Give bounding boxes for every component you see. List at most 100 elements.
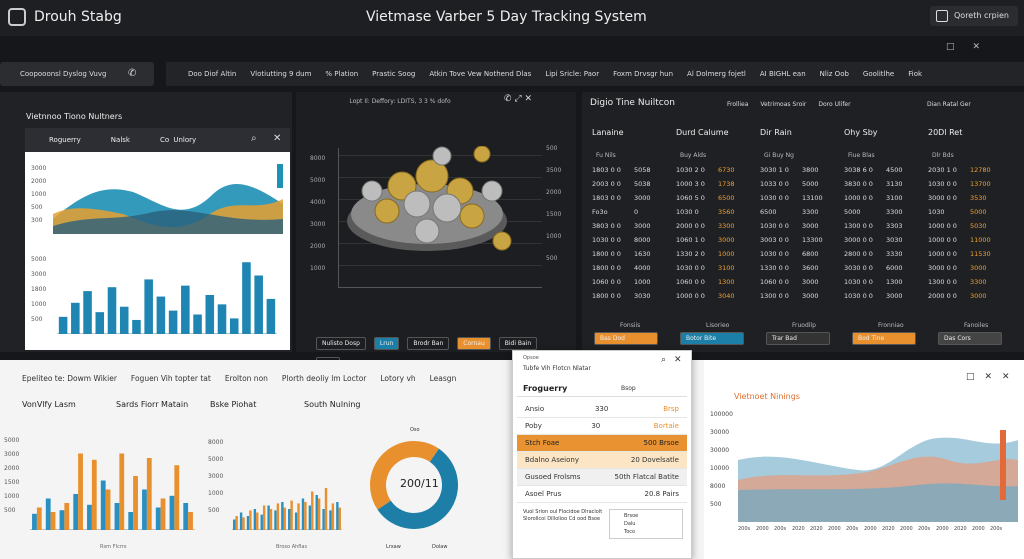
popup-row[interactable]: Stch Foae 500 Brsoe	[517, 435, 687, 452]
top-bar: Drouh Stabg Vietmase Varber 5 Day Tracki…	[0, 0, 1024, 36]
card-title: Bske Piohat	[210, 400, 257, 409]
popup-row[interactable]: Asoel Prus 20.8 Pairs	[517, 486, 687, 503]
bar-chart	[57, 262, 277, 334]
column-header: Lanaine	[592, 128, 624, 137]
window-controls[interactable]: □✕✕	[966, 372, 1020, 382]
legend-item: Lrxaw	[386, 544, 401, 550]
tab[interactable]: Fiok	[908, 70, 923, 78]
tab[interactable]: Foguen Vih topter tat	[130, 374, 211, 383]
bar	[78, 453, 83, 530]
y-tick-label: 2000	[4, 465, 20, 472]
close-icon[interactable]: ✕	[273, 133, 282, 144]
y-tick-label: 1800	[31, 286, 47, 293]
action-button[interactable]: Qoreth crpien	[930, 6, 1018, 26]
bar	[59, 510, 65, 530]
popup-row[interactable]: Poby 30 Bortale	[517, 418, 687, 435]
row-label: Gusoed Frolsms	[525, 473, 581, 481]
x-tick-label: 200s	[918, 526, 931, 532]
tabs: Doo Diof Altin Vlotiutting 9 dum % Plation…	[188, 70, 936, 78]
cell: 1030 0 0	[928, 180, 957, 188]
button[interactable]: Lrun	[373, 337, 400, 350]
table: 1803 0 0 5058 1030 2 0 6730 3030 1 0 3800 3038…	[592, 166, 1012, 300]
tab[interactable]: Plorth deoliy lm Loctor	[281, 374, 367, 383]
subheader: Fiue Blas	[848, 152, 875, 159]
bar	[269, 509, 273, 530]
cell: 3560	[718, 208, 735, 216]
cell: 1300 0 0	[760, 292, 789, 300]
bar	[338, 507, 341, 530]
button[interactable]: Bidi Bain	[498, 337, 538, 350]
area-x-axis: 200s 2000 200s 2020 2020 2000 200s 2000 2020 2000…	[738, 526, 1008, 532]
button[interactable]: Bod Tine	[852, 332, 916, 345]
left-axis: 8000 5000 4000 3000 2000 1000	[310, 148, 325, 280]
cell: 3000	[970, 264, 987, 272]
chart1	[30, 453, 195, 530]
bar	[36, 507, 42, 530]
cell: 1803 0 0	[592, 194, 621, 202]
popup-legend: Brsoe Dalu Toco	[609, 509, 683, 539]
bar	[301, 498, 305, 530]
tab[interactable]: AI BIGHL ean	[759, 70, 806, 78]
popup-controls[interactable]: ⌕✕	[661, 355, 690, 365]
tab[interactable]: Lipi Sricle: Paor	[545, 70, 600, 78]
tab[interactable]: Nliz Oob	[819, 70, 849, 78]
button[interactable]: Botor Bite	[680, 332, 744, 345]
cards: VonVlfy Lasm Sards Fiorr Matain Bske Pioha…	[22, 400, 398, 409]
bar	[146, 458, 152, 530]
button[interactable]: Cornau	[457, 337, 491, 350]
link[interactable]: Frolliea	[727, 101, 749, 108]
cell: 3830 0 0	[844, 180, 873, 188]
search-icon[interactable]: ⌕	[251, 133, 257, 144]
tab[interactable]: Epeliteo te: Dowm Wikier	[22, 374, 117, 383]
tab[interactable]: Leasgn	[429, 374, 457, 383]
window-controls[interactable]: □✕	[946, 42, 999, 52]
bar	[71, 302, 80, 334]
cell: 2000 0 0	[928, 292, 957, 300]
tab[interactable]: % Plation	[325, 70, 359, 78]
cell: 2003 0 0	[592, 180, 621, 188]
card-title: Sards Fiorr Matain	[116, 400, 189, 409]
link[interactable]: Vetrimoas Sroir	[760, 101, 807, 108]
x-tick-label: 2020	[810, 526, 823, 532]
tab[interactable]: Prastic Soog	[372, 70, 416, 78]
tab[interactable]: Atkin Tove Vew Nothend Dlas	[429, 70, 532, 78]
y-tick-label: 1500	[4, 479, 20, 486]
search-box[interactable]: Coopooonsl Dyslog Vuvg ✆	[0, 62, 154, 86]
button[interactable]: Trar Bad	[766, 332, 830, 345]
buttons: Nulisto Dosp Lrun Brodr Ban Cornau Bidi Bain…	[316, 330, 576, 370]
tab[interactable]: Erolton non	[224, 374, 268, 383]
bar	[329, 510, 332, 530]
donut-slice	[370, 441, 439, 510]
cell: 1060 0 0	[676, 278, 705, 286]
cell: 5000	[970, 208, 987, 216]
row-note: Bortale	[653, 422, 679, 430]
tab[interactable]: Doo Diof Altin	[188, 70, 237, 78]
cell: 3303	[886, 222, 903, 230]
button[interactable]: Brodr Ban	[407, 337, 450, 350]
popup-title: Froguerry	[523, 384, 568, 393]
popup-row[interactable]: Bdalno Aseiony 20 Dovelsatle	[517, 452, 687, 469]
tab[interactable]: Goolitlhe	[862, 70, 895, 78]
cell: 3000	[802, 278, 819, 286]
y-tick-label: 3500	[546, 167, 562, 174]
button[interactable]: Nulisto Dosp	[316, 337, 366, 350]
cell: 1300	[718, 278, 735, 286]
popup-rows: Ansio 330 Brsp Poby 30 Bortale Stch Foae 500 Br…	[517, 401, 687, 503]
tab[interactable]: Vlotiutting 9 dum	[250, 70, 312, 78]
button[interactable]: Das Cors	[938, 332, 1002, 345]
x-tick-label: 2020	[882, 526, 895, 532]
tab[interactable]: Al Dolmerg fojetl	[687, 70, 746, 78]
tab[interactable]: Lotory vh	[380, 374, 416, 383]
cell: 3300	[886, 208, 903, 216]
bar	[133, 476, 138, 530]
cell: 1000 0 0	[844, 194, 873, 202]
tab[interactable]: Foxm Drvsgr hun	[613, 70, 674, 78]
y-tick-label: 2000	[310, 243, 326, 250]
row-value: 20.8 Pairs	[644, 490, 679, 498]
popup-row[interactable]: Ansio 330 Brsp	[517, 401, 687, 418]
button[interactable]: Bas Dod	[594, 332, 658, 345]
icons[interactable]: ✆ ⤢ ✕	[504, 94, 533, 104]
popup-row[interactable]: Gusoed Frolsms 50th Flatcal Batite	[517, 469, 687, 486]
link[interactable]: Doro Ulifer	[818, 101, 851, 108]
